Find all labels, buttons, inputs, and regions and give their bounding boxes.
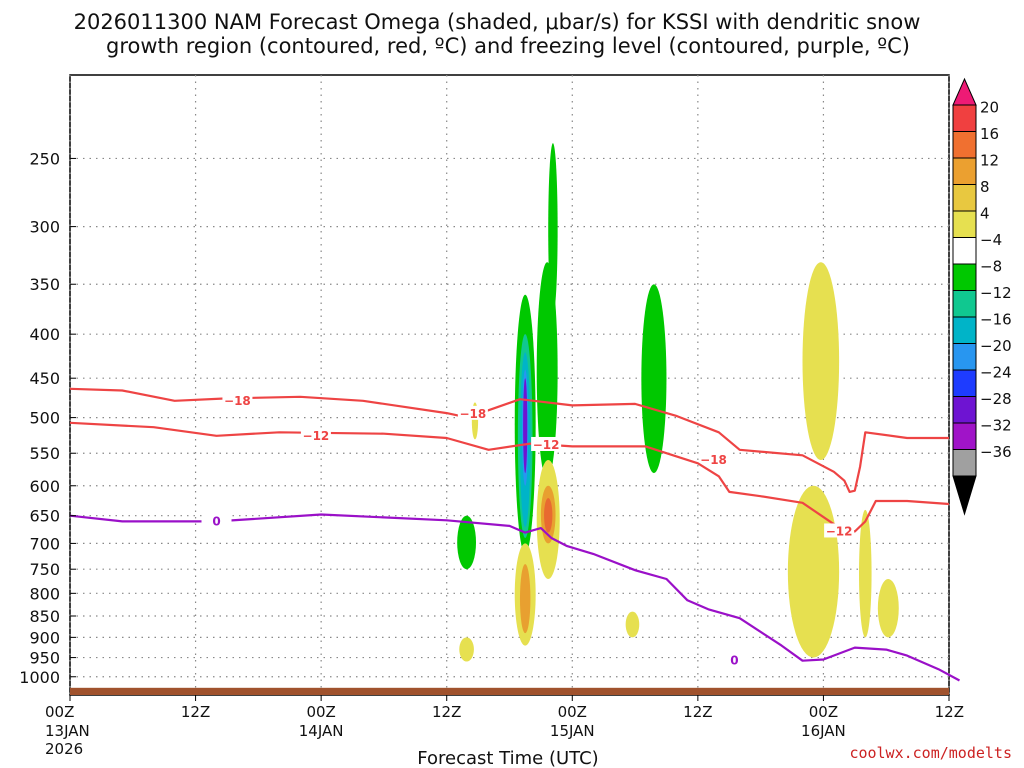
contour-label-background bbox=[222, 392, 253, 407]
colorbar-segment bbox=[952, 131, 977, 159]
colorbar-level-label: 16 bbox=[980, 125, 999, 143]
omega-shaded-region bbox=[877, 579, 899, 638]
contour-label-background bbox=[824, 523, 855, 538]
colorbar-level-label: −36 bbox=[980, 443, 1012, 461]
colorbar-level-label: −4 bbox=[980, 231, 1002, 249]
colorbar-segment bbox=[952, 210, 977, 238]
omega-shaded-region bbox=[519, 564, 531, 634]
y-tick-label: 950 bbox=[29, 649, 60, 668]
colorbar-segment bbox=[952, 104, 977, 132]
colorbar-segment bbox=[952, 237, 977, 265]
omega-shaded-region bbox=[544, 498, 553, 533]
y-tick-label: 800 bbox=[29, 584, 60, 603]
x-tick-label: 00Z bbox=[306, 703, 335, 721]
y-tick-label: 550 bbox=[29, 444, 60, 463]
colorbar-level-label: 8 bbox=[980, 178, 990, 196]
colorbar-level-label: 4 bbox=[980, 204, 990, 222]
contour-label: −12 bbox=[826, 524, 853, 538]
contour-label: 0 bbox=[212, 514, 220, 528]
contour-label: −18 bbox=[700, 453, 727, 467]
contour-label: −12 bbox=[533, 438, 560, 452]
colorbar-level-label: 20 bbox=[980, 98, 999, 116]
x-tick-label: 00Z bbox=[558, 703, 587, 721]
omega-shaded-region bbox=[536, 262, 558, 480]
y-tick-label: 450 bbox=[29, 369, 60, 388]
colorbar-level-label: −20 bbox=[980, 337, 1012, 355]
colorbar-segment bbox=[952, 396, 977, 424]
colorbar-level-label: −28 bbox=[980, 390, 1012, 408]
colorbar-segment bbox=[952, 184, 977, 212]
colorbar-segment bbox=[952, 290, 977, 318]
colorbar-level-label: −24 bbox=[980, 363, 1012, 381]
colorbar-level-label: −16 bbox=[980, 310, 1012, 328]
colorbar-segment bbox=[952, 263, 977, 291]
colorbar-segment bbox=[952, 157, 977, 185]
y-tick-label: 300 bbox=[29, 218, 60, 237]
x-tick-label: 12Z bbox=[432, 703, 461, 721]
x-axis-title: Forecast Time (UTC) bbox=[417, 748, 598, 768]
y-axis-ticks: 250 300 350 400 450 500 550 600 650 700 750 800 850 9… bbox=[19, 149, 76, 687]
x-tick-label: 15JAN bbox=[550, 722, 595, 740]
x-tick-label: 12Z bbox=[683, 703, 712, 721]
omega-shaded-region bbox=[459, 637, 474, 662]
x-tick-label: 16JAN bbox=[801, 722, 846, 740]
contour-label-background bbox=[201, 513, 232, 528]
omega-shaded-region bbox=[641, 284, 667, 474]
colorbar-segment bbox=[952, 422, 977, 450]
x-tick-label: 14JAN bbox=[299, 722, 344, 740]
x-tick-label: 00Z bbox=[45, 703, 74, 721]
y-tick-label: 650 bbox=[29, 507, 60, 526]
contour-label-background bbox=[300, 427, 331, 442]
colorbar-level-label: −32 bbox=[980, 416, 1012, 434]
omega-shaded-region bbox=[802, 262, 840, 460]
y-tick-label: 250 bbox=[29, 149, 60, 168]
x-tick-label: 13JAN bbox=[45, 722, 90, 740]
omega-shaded-region bbox=[523, 378, 528, 474]
y-tick-label: 900 bbox=[29, 628, 60, 647]
contour-label: 0 bbox=[730, 654, 738, 668]
colorbar-level-label: 12 bbox=[980, 151, 999, 169]
omega-shaded-region bbox=[457, 515, 477, 570]
contour-label-background bbox=[531, 436, 562, 451]
ground-band bbox=[70, 687, 949, 695]
colorbar-segment bbox=[952, 316, 977, 344]
colorbar: 20 16 12 8 4 −4 −8 −12 −16 −20 −24 −28 −32 −36 bbox=[952, 77, 1012, 516]
contour-label: −18 bbox=[459, 407, 486, 421]
colorbar-segment bbox=[952, 369, 977, 397]
contour-label-background bbox=[698, 451, 729, 466]
omega-shaded-region bbox=[625, 611, 640, 638]
y-tick-label: 600 bbox=[29, 477, 60, 496]
colorbar-segment bbox=[952, 449, 977, 477]
y-tick-label: 750 bbox=[29, 560, 60, 579]
colorbar-level-label: −8 bbox=[980, 257, 1002, 275]
temperature-contour-line bbox=[69, 387, 949, 493]
contour-label-background bbox=[457, 405, 488, 420]
omega-shaded-region bbox=[859, 509, 872, 638]
contour-label: −12 bbox=[303, 429, 330, 443]
chart-title-line-2: growth region (contoured, red, ºC) and f… bbox=[106, 34, 910, 58]
contour-lines: −18 −18 −18 −12 −12 −12 0 0 bbox=[69, 387, 961, 682]
colorbar-bottom-arrow bbox=[952, 475, 977, 516]
credit-text: coolwx.com/modelts bbox=[849, 744, 1012, 762]
contour-label-background bbox=[719, 652, 750, 667]
omega-shading bbox=[457, 143, 899, 662]
x-tick-label: 12Z bbox=[181, 703, 210, 721]
y-tick-label: 850 bbox=[29, 607, 60, 626]
chart-title-line-1: 2026011300 NAM Forecast Omega (shaded, μ… bbox=[74, 10, 921, 34]
x-tick-label: 12Z bbox=[935, 703, 964, 721]
freezing-level-contour-line bbox=[69, 513, 961, 682]
x-tick-label: 00Z bbox=[809, 703, 838, 721]
ground-surface bbox=[70, 687, 949, 695]
colorbar-segment bbox=[952, 343, 977, 371]
y-tick-label: 350 bbox=[29, 275, 60, 294]
colorbar-level-label: −12 bbox=[980, 284, 1012, 302]
y-tick-label: 400 bbox=[29, 325, 60, 344]
y-tick-label: 500 bbox=[29, 409, 60, 428]
y-tick-label: 700 bbox=[29, 534, 60, 553]
y-tick-label: 1000 bbox=[19, 668, 60, 687]
x-tick-label: 2026 bbox=[45, 740, 83, 758]
contour-label: −18 bbox=[224, 394, 251, 408]
